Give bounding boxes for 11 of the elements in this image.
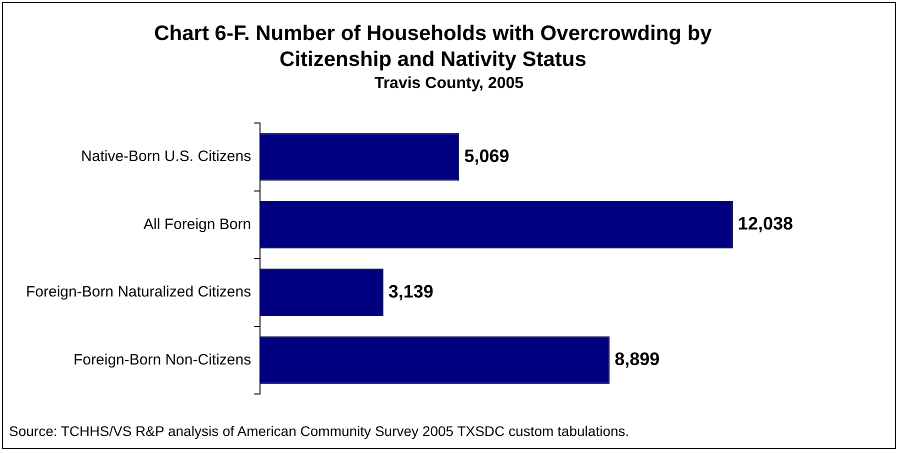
data-label: 8,899 — [614, 349, 660, 370]
y-tick-label: All Foreign Born — [144, 216, 252, 233]
data-label: 12,038 — [738, 214, 793, 234]
chart-subtitle: Travis County, 2005 — [373, 75, 525, 93]
y-tick-label: Foreign-Born Non-Citizens — [74, 351, 252, 368]
source-note: Source: TCHHS/VS R&P analysis of American Community Survey 2005 TXSDC custom tabulations. — [9, 423, 630, 439]
y-tick-label: Foreign-Born Naturalized Citizens — [26, 284, 252, 301]
data-label: 3,139 — [388, 281, 434, 302]
chart-title: Chart 6-F. Number of Households with Overcrowding by Citizenship and Nativity Status — [153, 21, 713, 73]
y-tick-label: Native-Born U.S. Citizens — [81, 148, 252, 166]
data-label: 5,069 — [464, 146, 510, 166]
